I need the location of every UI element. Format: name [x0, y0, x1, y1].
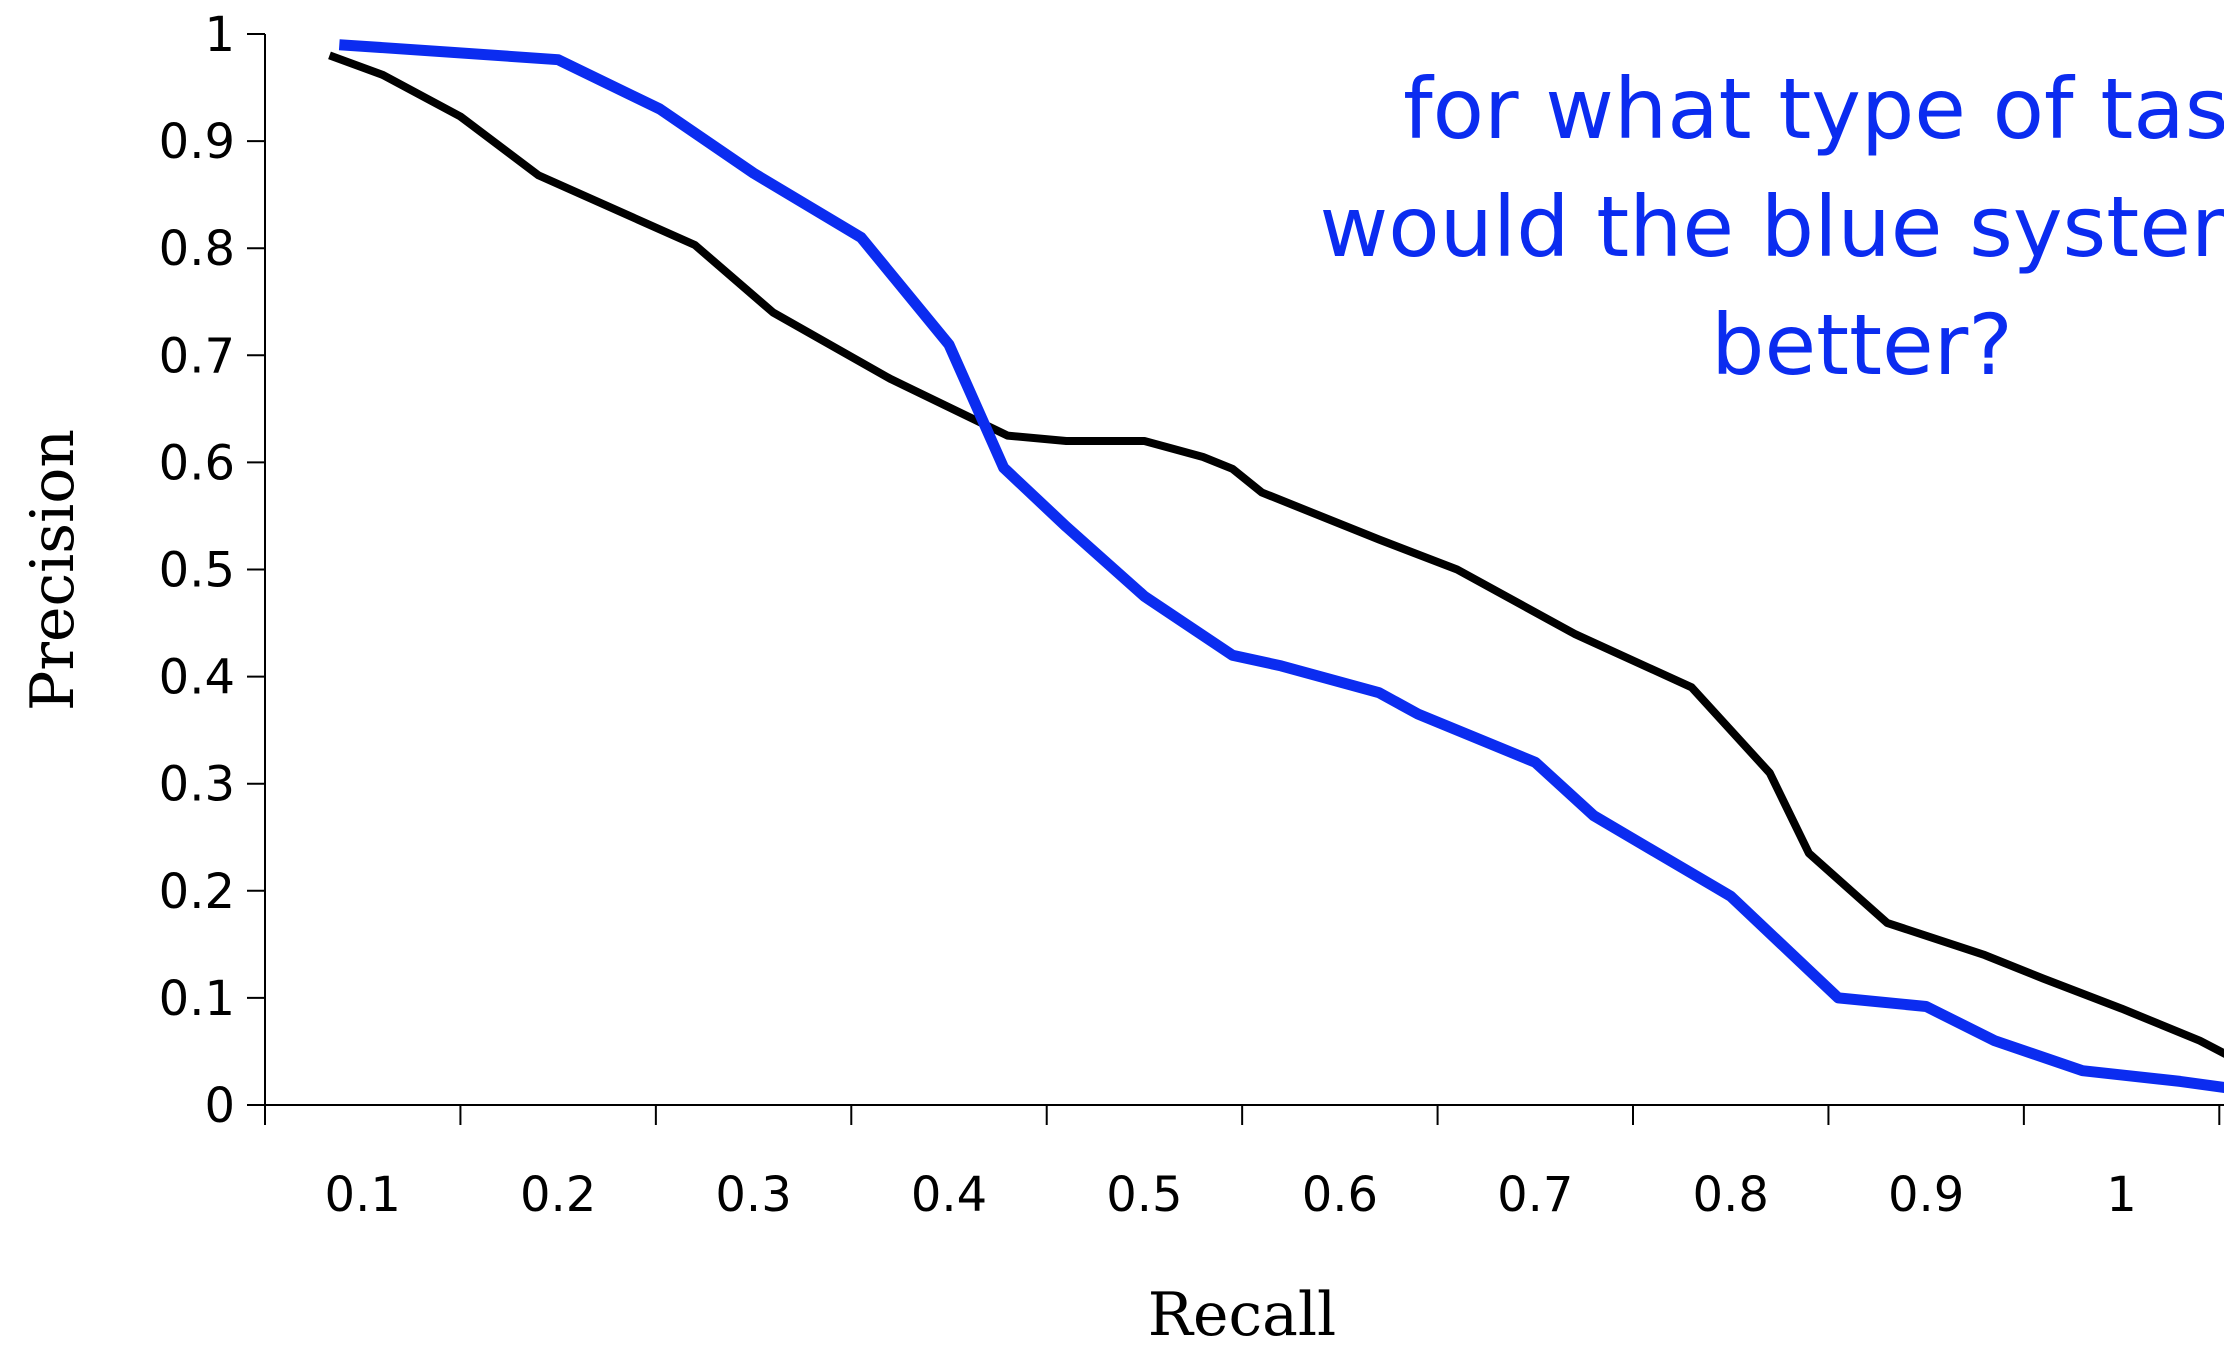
x-tick-label: 0.1	[325, 1167, 401, 1223]
y-tick-label: 0.4	[159, 650, 235, 706]
x-axis-ticks: 0.1 0.2 0.3 0.4 0.5 0.6 0.7 0.8 0.9 1	[264, 1105, 2221, 1223]
x-tick-label: 0.6	[1302, 1167, 1378, 1223]
x-tick-label: 0.4	[911, 1167, 987, 1223]
y-tick-label: 0.1	[159, 971, 235, 1027]
annotation-line-2: would the blue system be	[1320, 178, 2224, 276]
y-tick-label: 0.8	[159, 221, 235, 277]
y-tick-label: 0.3	[159, 757, 235, 813]
series-line-blue	[338, 39, 2224, 1093]
y-tick-label: 1	[204, 7, 235, 63]
x-tick-label: 0.7	[1497, 1167, 1573, 1223]
x-tick-label: 1	[2106, 1167, 2137, 1223]
y-axis-ticks: 0 0.1 0.2 0.3 0.4 0.5 0.6 0.7 0.8 0.9 1	[159, 7, 265, 1134]
y-tick-label: 0.7	[159, 328, 235, 384]
annotation-line-1: for what type of tasks	[1403, 60, 2224, 158]
x-tick-label: 0.5	[1106, 1167, 1182, 1223]
y-tick-label: 0.9	[159, 114, 235, 170]
x-tick-label: 0.8	[1693, 1167, 1769, 1223]
annotation-line-3: better?	[1711, 296, 2013, 394]
y-tick-label: 0	[204, 1078, 235, 1134]
x-axis-title: Recall	[1148, 1280, 1336, 1345]
y-tick-label: 0.5	[159, 543, 235, 599]
x-tick-label: 0.2	[520, 1167, 596, 1223]
x-tick-label: 0.9	[1888, 1167, 1964, 1223]
y-axis-title: Precision	[18, 429, 88, 711]
y-tick-label: 0.2	[159, 864, 235, 920]
series-line-black	[328, 51, 2224, 1058]
y-tick-label: 0.6	[159, 435, 235, 491]
series-lines	[328, 39, 2224, 1093]
x-tick-label: 0.3	[715, 1167, 791, 1223]
